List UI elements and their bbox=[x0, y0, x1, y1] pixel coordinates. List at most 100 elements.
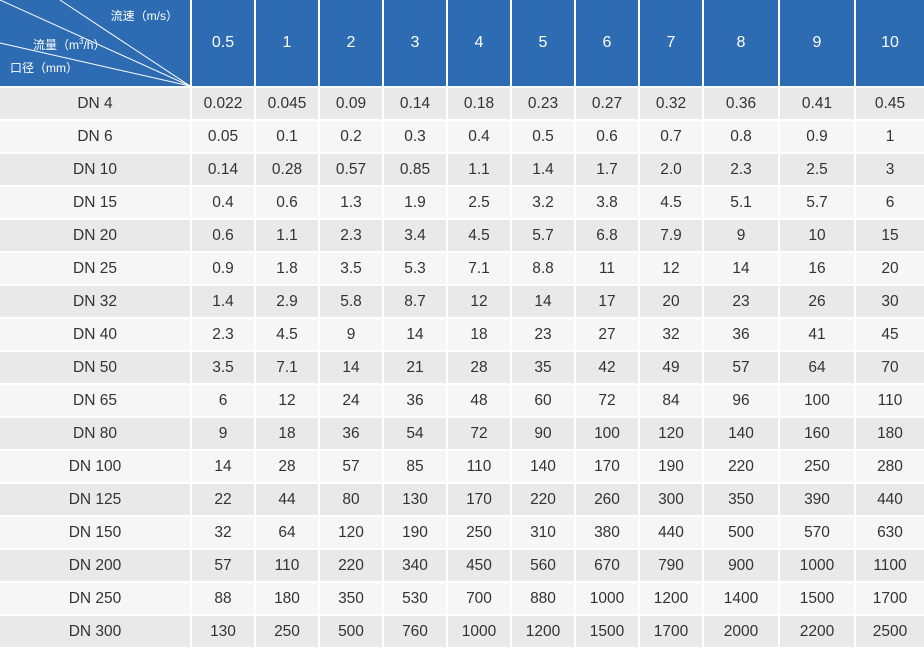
flow-value-cell: 0.8 bbox=[704, 119, 780, 152]
diameter-cell: DN 15 bbox=[0, 185, 192, 218]
table-row: DN 150 32 64 120 190 250 310 380 440 500 570 630 bbox=[0, 515, 924, 548]
flow-value-cell: 11 bbox=[576, 251, 640, 284]
flow-value-cell: 2.3 bbox=[192, 317, 256, 350]
flow-value-cell: 1 bbox=[856, 119, 924, 152]
flow-value-cell: 6 bbox=[192, 383, 256, 416]
flow-value-cell: 85 bbox=[384, 449, 448, 482]
table-row: DN 125 22 44 80 130 170 220 260 300 350 390 440 bbox=[0, 482, 924, 515]
flow-value-cell: 1200 bbox=[640, 581, 704, 614]
flow-value-cell: 84 bbox=[640, 383, 704, 416]
flow-value-cell: 9 bbox=[704, 218, 780, 251]
flow-value-cell: 12 bbox=[640, 251, 704, 284]
flow-value-cell: 6.8 bbox=[576, 218, 640, 251]
flow-value-cell: 0.36 bbox=[704, 86, 780, 119]
table-row: DN 100 14 28 57 85 110 140 170 190 220 250 280 bbox=[0, 449, 924, 482]
flow-value-cell: 2.9 bbox=[256, 284, 320, 317]
flow-value-cell: 12 bbox=[256, 383, 320, 416]
flow-value-cell: 140 bbox=[704, 416, 780, 449]
flow-value-cell: 170 bbox=[448, 482, 512, 515]
flow-value-cell: 0.09 bbox=[320, 86, 384, 119]
velocity-column-header: 5 bbox=[512, 0, 576, 86]
flow-value-cell: 130 bbox=[384, 482, 448, 515]
flow-value-cell: 250 bbox=[448, 515, 512, 548]
flow-value-cell: 4.5 bbox=[640, 185, 704, 218]
diameter-cell: DN 4 bbox=[0, 86, 192, 119]
flow-value-cell: 7.1 bbox=[448, 251, 512, 284]
velocity-column-header: 0.5 bbox=[192, 0, 256, 86]
flow-value-cell: 1.1 bbox=[256, 218, 320, 251]
flow-value-cell: 1.9 bbox=[384, 185, 448, 218]
flow-value-cell: 72 bbox=[576, 383, 640, 416]
flow-value-cell: 0.23 bbox=[512, 86, 576, 119]
flow-value-cell: 340 bbox=[384, 548, 448, 581]
flow-value-cell: 450 bbox=[448, 548, 512, 581]
flow-value-cell: 72 bbox=[448, 416, 512, 449]
flow-value-cell: 9 bbox=[320, 317, 384, 350]
flow-value-cell: 0.045 bbox=[256, 86, 320, 119]
velocity-column-header: 1 bbox=[256, 0, 320, 86]
flow-value-cell: 0.05 bbox=[192, 119, 256, 152]
flow-value-cell: 32 bbox=[192, 515, 256, 548]
flow-value-cell: 1500 bbox=[780, 581, 856, 614]
flow-value-cell: 1700 bbox=[856, 581, 924, 614]
flow-value-cell: 27 bbox=[576, 317, 640, 350]
flow-value-cell: 9 bbox=[192, 416, 256, 449]
flow-value-cell: 390 bbox=[780, 482, 856, 515]
flow-value-cell: 7.9 bbox=[640, 218, 704, 251]
flow-value-cell: 1.3 bbox=[320, 185, 384, 218]
flow-value-cell: 8.7 bbox=[384, 284, 448, 317]
flow-value-cell: 0.7 bbox=[640, 119, 704, 152]
flow-value-cell: 2.5 bbox=[780, 152, 856, 185]
table-body: DN 4 0.022 0.045 0.09 0.14 0.18 0.23 0.27 0.32 0.… bbox=[0, 86, 924, 647]
diameter-axis-label: 口径（mm） bbox=[10, 61, 78, 75]
flow-value-cell: 0.85 bbox=[384, 152, 448, 185]
flow-value-cell: 120 bbox=[320, 515, 384, 548]
flow-value-cell: 4.5 bbox=[448, 218, 512, 251]
velocity-column-header: 3 bbox=[384, 0, 448, 86]
flow-value-cell: 0.28 bbox=[256, 152, 320, 185]
diameter-cell: DN 80 bbox=[0, 416, 192, 449]
flow-axis-label: 流量（m3/h） bbox=[33, 37, 106, 52]
flow-value-cell: 440 bbox=[640, 515, 704, 548]
table-row: DN 25 0.9 1.8 3.5 5.3 7.1 8.8 11 12 14 16 20 bbox=[0, 251, 924, 284]
flow-value-cell: 49 bbox=[640, 350, 704, 383]
flow-value-cell: 220 bbox=[704, 449, 780, 482]
table-row: DN 10 0.14 0.28 0.57 0.85 1.1 1.4 1.7 2.0 2.3 2.5 3 bbox=[0, 152, 924, 185]
flow-value-cell: 3 bbox=[856, 152, 924, 185]
flow-value-cell: 110 bbox=[256, 548, 320, 581]
flow-value-cell: 0.3 bbox=[384, 119, 448, 152]
flow-value-cell: 1200 bbox=[512, 614, 576, 647]
table-header: 流速（m/s） 流量（m3/h） 口径（mm） 0.5 1 2 3 4 5 6 7 8 9 10 bbox=[0, 0, 924, 86]
flow-value-cell: 140 bbox=[512, 449, 576, 482]
flow-value-cell: 60 bbox=[512, 383, 576, 416]
flow-value-cell: 90 bbox=[512, 416, 576, 449]
flow-value-cell: 0.9 bbox=[780, 119, 856, 152]
flow-value-cell: 120 bbox=[640, 416, 704, 449]
flow-value-cell: 0.1 bbox=[256, 119, 320, 152]
flow-value-cell: 1000 bbox=[448, 614, 512, 647]
flow-value-cell: 2500 bbox=[856, 614, 924, 647]
flow-value-cell: 0.022 bbox=[192, 86, 256, 119]
flow-value-cell: 2.5 bbox=[448, 185, 512, 218]
flow-value-cell: 2.3 bbox=[320, 218, 384, 251]
flow-value-cell: 1.1 bbox=[448, 152, 512, 185]
flow-value-cell: 96 bbox=[704, 383, 780, 416]
flow-value-cell: 130 bbox=[192, 614, 256, 647]
flow-value-cell: 260 bbox=[576, 482, 640, 515]
flow-value-cell: 3.2 bbox=[512, 185, 576, 218]
flow-value-cell: 190 bbox=[384, 515, 448, 548]
flow-value-cell: 2.0 bbox=[640, 152, 704, 185]
flow-value-cell: 88 bbox=[192, 581, 256, 614]
diameter-cell: DN 40 bbox=[0, 317, 192, 350]
flow-value-cell: 44 bbox=[256, 482, 320, 515]
flow-value-cell: 5.7 bbox=[512, 218, 576, 251]
flow-value-cell: 7.1 bbox=[256, 350, 320, 383]
flow-value-cell: 350 bbox=[704, 482, 780, 515]
velocity-column-header: 4 bbox=[448, 0, 512, 86]
diameter-cell: DN 200 bbox=[0, 548, 192, 581]
flow-value-cell: 3.5 bbox=[192, 350, 256, 383]
flow-value-cell: 64 bbox=[256, 515, 320, 548]
flow-value-cell: 14 bbox=[320, 350, 384, 383]
flow-value-cell: 1.8 bbox=[256, 251, 320, 284]
